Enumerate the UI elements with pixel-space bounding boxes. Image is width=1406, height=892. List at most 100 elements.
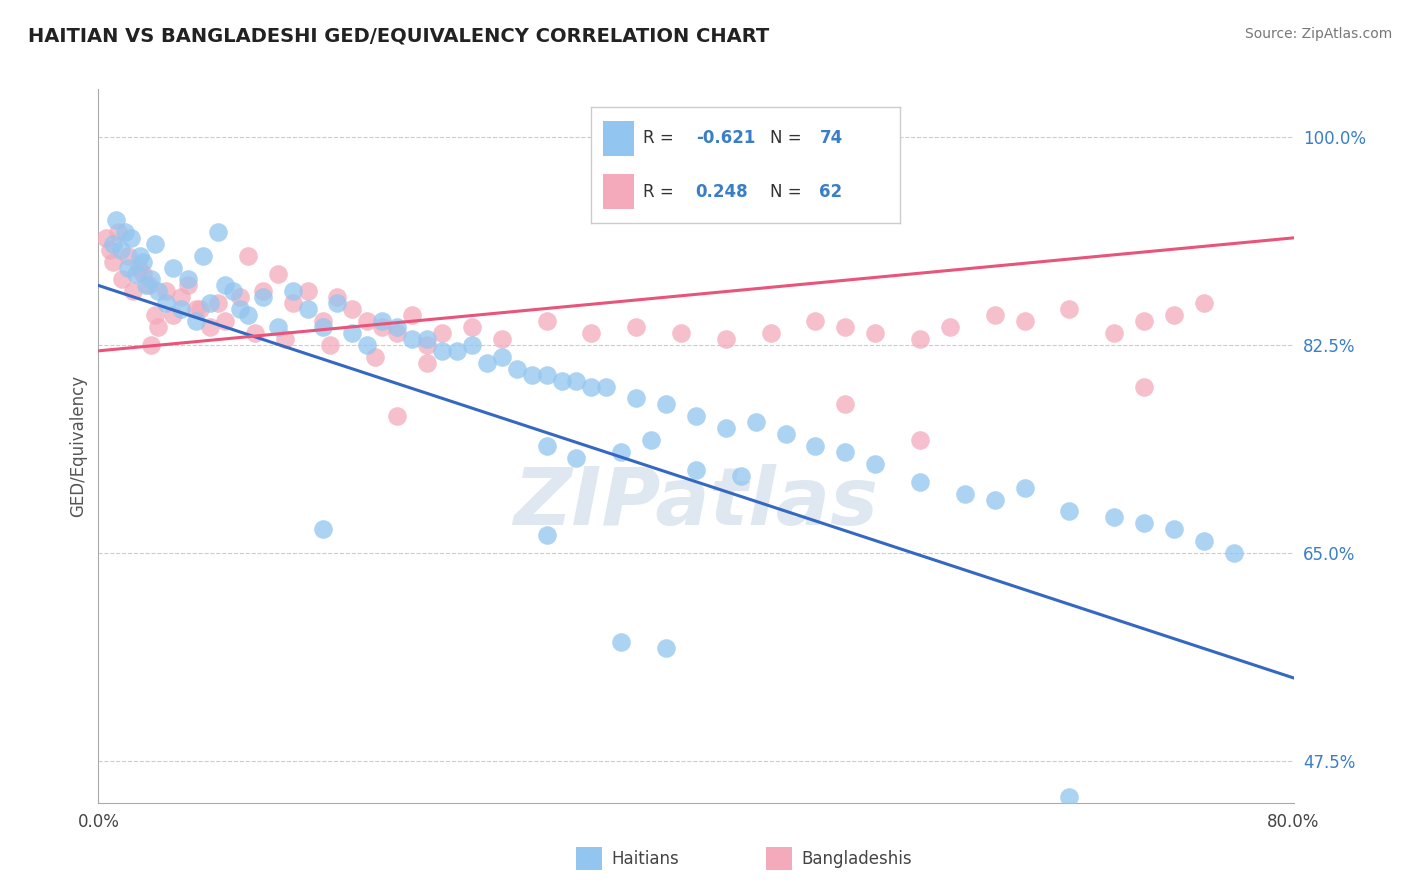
Point xyxy=(139,272,162,286)
Point xyxy=(685,463,707,477)
Point xyxy=(1222,546,1246,560)
Point xyxy=(581,326,603,340)
Point xyxy=(610,445,633,459)
Point xyxy=(184,314,207,328)
Bar xyxy=(603,174,634,209)
Point xyxy=(1192,296,1215,310)
Point xyxy=(730,468,752,483)
Point xyxy=(207,296,229,310)
Point xyxy=(236,249,259,263)
Point xyxy=(863,457,886,471)
Point xyxy=(1059,504,1081,518)
Point xyxy=(356,314,378,328)
Point xyxy=(200,296,222,310)
Point xyxy=(297,302,319,317)
Point xyxy=(536,368,558,382)
Point xyxy=(281,296,304,310)
Point xyxy=(1163,308,1185,322)
Point xyxy=(267,320,290,334)
Text: 0.248: 0.248 xyxy=(696,183,748,201)
Point xyxy=(342,302,364,317)
Point xyxy=(214,278,236,293)
Point xyxy=(120,231,142,245)
Point xyxy=(834,320,856,334)
Point xyxy=(1014,481,1036,495)
Point xyxy=(169,302,191,317)
Point xyxy=(138,278,160,293)
Point xyxy=(834,445,856,459)
Point xyxy=(863,326,886,340)
Point xyxy=(184,302,207,317)
Point xyxy=(252,290,274,304)
Point xyxy=(129,249,152,263)
Point xyxy=(1059,789,1081,804)
Point xyxy=(416,356,439,370)
Point xyxy=(103,236,125,251)
Point xyxy=(745,415,768,429)
Text: N =: N = xyxy=(770,183,807,201)
Text: -0.621: -0.621 xyxy=(696,129,755,147)
Point xyxy=(461,320,484,334)
Point xyxy=(110,243,132,257)
Bar xyxy=(603,121,634,156)
Text: R =: R = xyxy=(643,129,679,147)
Y-axis label: GED/Equivalency: GED/Equivalency xyxy=(69,375,87,517)
Point xyxy=(1059,302,1081,317)
Point xyxy=(177,278,200,293)
Point xyxy=(177,272,200,286)
Point xyxy=(148,285,170,299)
Point xyxy=(111,272,134,286)
Point xyxy=(229,290,252,304)
Point xyxy=(775,427,797,442)
Point xyxy=(1133,379,1156,393)
Point xyxy=(162,308,184,322)
Point xyxy=(326,290,349,304)
Point xyxy=(506,361,529,376)
Point xyxy=(565,374,588,388)
Point xyxy=(128,260,150,275)
Point xyxy=(491,332,513,346)
Point xyxy=(624,392,647,406)
Point xyxy=(624,320,647,334)
Point xyxy=(550,374,572,388)
Point xyxy=(222,285,245,299)
Point xyxy=(595,379,617,393)
Point xyxy=(114,225,136,239)
Point xyxy=(908,332,931,346)
Point xyxy=(132,267,155,281)
Point xyxy=(430,326,453,340)
Point xyxy=(640,433,662,447)
Point xyxy=(1102,510,1125,524)
Point xyxy=(311,522,333,536)
Point xyxy=(983,308,1005,322)
Point xyxy=(135,278,157,293)
Point xyxy=(103,254,125,268)
Point xyxy=(229,302,252,317)
Point xyxy=(311,320,333,334)
Text: 74: 74 xyxy=(820,129,842,147)
Point xyxy=(191,249,214,263)
Point xyxy=(475,356,498,370)
Point xyxy=(297,285,319,299)
Text: 62: 62 xyxy=(820,183,842,201)
Point xyxy=(319,338,342,352)
Point xyxy=(200,320,222,334)
Point xyxy=(714,332,737,346)
Point xyxy=(121,285,143,299)
Point xyxy=(236,308,259,322)
Point xyxy=(520,368,543,382)
Point xyxy=(908,433,931,447)
Point xyxy=(326,296,349,310)
Point xyxy=(491,350,513,364)
Text: HAITIAN VS BANGLADESHI GED/EQUIVALENCY CORRELATION CHART: HAITIAN VS BANGLADESHI GED/EQUIVALENCY C… xyxy=(28,27,769,45)
Point xyxy=(143,308,166,322)
Point xyxy=(162,260,184,275)
Point xyxy=(804,439,827,453)
Point xyxy=(117,260,139,275)
Point xyxy=(536,439,558,453)
Point xyxy=(610,635,633,649)
Point xyxy=(371,320,394,334)
Point xyxy=(759,326,782,340)
Point xyxy=(107,225,129,239)
Point xyxy=(536,528,558,542)
